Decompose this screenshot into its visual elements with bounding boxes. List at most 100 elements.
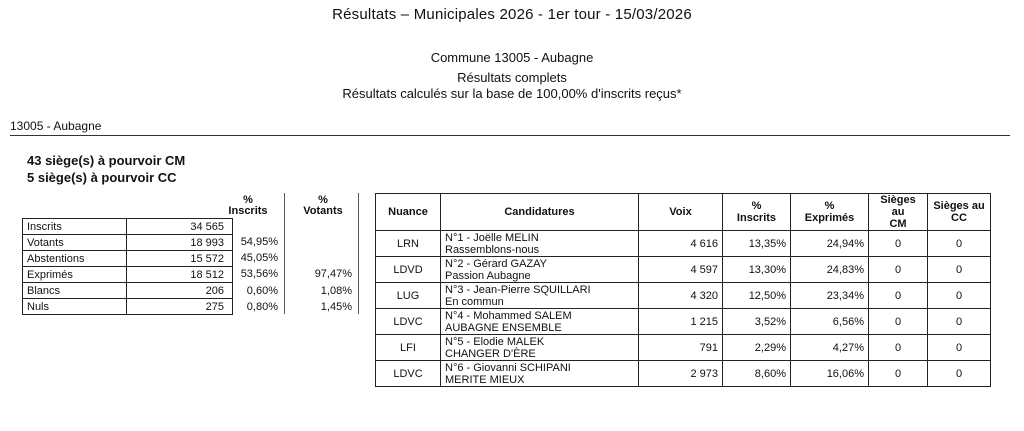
pct-exprimes-cell: 24,83% — [790, 256, 869, 283]
header-voix: Voix — [638, 193, 723, 231]
pct-inscrits-header: % Inscrits — [212, 195, 284, 217]
header-sieges-cm-line2: CM — [889, 218, 907, 230]
pct-inscrits-header-line1: % — [243, 194, 253, 206]
sieges-cm-cell: 0 — [868, 334, 928, 361]
table-row: Abstentions 15 572 — [22, 250, 233, 267]
pct-exprimes-cell: 23,34% — [790, 282, 869, 309]
pct-inscrits-cell: 8,60% — [722, 360, 791, 387]
pct-inscrits-cell: 13,30% — [722, 256, 791, 283]
candidatures-cell: N°1 - Joëlle MELIN Rassemblons-nous — [440, 230, 639, 257]
commune-subtitle: Commune 13005 - Aubagne — [430, 50, 594, 65]
list-name: Passion Aubagne — [445, 269, 531, 282]
header-pct-inscrits-line2: Inscrits — [736, 212, 777, 224]
results-complete-subtitle: Résultats complets — [457, 70, 567, 85]
pct-votants-value: 1,08% — [320, 285, 352, 297]
list-name: AUBAGNE ENSEMBLE — [445, 321, 562, 334]
list-name: En commun — [445, 295, 504, 308]
pct-exprimes-cell: 4,27% — [790, 334, 869, 361]
results-table: Nuance Candidatures Voix % Inscrits % Ex… — [375, 193, 991, 387]
table-row: LDVC N°4 - Mohammed SALEM AUBAGNE ENSEMB… — [375, 308, 991, 335]
table-row: LRN N°1 - Joëlle MELIN Rassemblons-nous … — [375, 230, 991, 257]
header-sieges-cc-line1: Sièges au — [933, 200, 985, 212]
pct-inscrits-cell: 12,50% — [722, 282, 791, 309]
candidatures-cell: N°3 - Jean-Pierre SQUILLARI En commun — [440, 282, 639, 309]
nuance-cell: LRN — [375, 230, 441, 257]
nuance-cell: LDVD — [375, 256, 441, 283]
pct-votants-header-line1: % — [318, 194, 328, 206]
pct-inscrits-value: 53,56% — [240, 268, 278, 280]
nuance-cell: LUG — [375, 282, 441, 309]
participation-label: Blancs — [22, 282, 127, 299]
header-sieges-cc-line2: CC — [951, 212, 967, 224]
table-row: Blancs 206 — [22, 282, 233, 299]
pct-inscrits-column: % Inscrits 54,95% 45,05% 53,56% 0,60% 0,… — [212, 193, 285, 314]
participation-label: Nuls — [22, 298, 127, 315]
sieges-cc-cell: 0 — [927, 230, 991, 257]
pct-votants-header-line2: Votants — [303, 205, 343, 217]
pct-inscrits-value: 45,05% — [240, 252, 278, 264]
table-row: LDVD N°2 - Gérard GAZAY Passion Aubagne … — [375, 256, 991, 283]
pct-exprimes-cell: 24,94% — [790, 230, 869, 257]
candidatures-cell: N°6 - Giovanni SCHIPANI MERITE MIEUX — [440, 360, 639, 387]
candidate-name: N°4 - Mohammed SALEM — [445, 309, 572, 322]
voix-cell: 4 320 — [638, 282, 723, 309]
table-row: Nuls 275 — [22, 298, 233, 315]
header-pct-exprimes-line2: Exprimés — [804, 212, 855, 224]
table-row: LUG N°3 - Jean-Pierre SQUILLARI En commu… — [375, 282, 991, 309]
table-row: Exprimés 18 512 — [22, 266, 233, 283]
candidate-name: N°5 - Elodie MALEK — [445, 335, 545, 348]
list-name: CHANGER D'ÈRE — [445, 347, 536, 360]
nuance-cell: LFI — [375, 334, 441, 361]
seats-cc-line: 5 siège(s) à pourvoir CC — [27, 170, 177, 185]
candidate-name: N°3 - Jean-Pierre SQUILLARI — [445, 283, 591, 296]
sieges-cm-cell: 0 — [868, 282, 928, 309]
nuance-cell: LDVC — [375, 308, 441, 335]
voix-cell: 1 215 — [638, 308, 723, 335]
candidatures-cell: N°5 - Elodie MALEK CHANGER D'ÈRE — [440, 334, 639, 361]
header-pct-inscrits-line1: % — [751, 200, 762, 212]
pct-inscrits-header-line2: Inscrits — [228, 205, 268, 217]
participation-value: 275 — [126, 298, 233, 315]
voix-cell: 4 597 — [638, 256, 723, 283]
participation-label: Votants — [22, 234, 127, 251]
commune-section-label: 13005 - Aubagne — [10, 119, 1010, 136]
list-name: MERITE MIEUX — [445, 373, 525, 386]
page-title: Résultats – Municipales 2026 - 1er tour … — [332, 6, 692, 23]
sieges-cc-cell: 0 — [927, 282, 991, 309]
sieges-cm-cell: 0 — [868, 360, 928, 387]
nuance-cell: LDVC — [375, 360, 441, 387]
participation-label: Inscrits — [22, 218, 127, 235]
header-candidatures: Candidatures — [440, 193, 639, 231]
pct-votants-value: 1,45% — [320, 301, 352, 313]
sieges-cc-cell: 0 — [927, 360, 991, 387]
header-pct-inscrits: % Inscrits — [722, 193, 791, 231]
candidate-name: N°1 - Joëlle MELIN — [445, 231, 539, 244]
table-row: Inscrits 34 565 — [22, 218, 233, 235]
table-row: LFI N°5 - Elodie MALEK CHANGER D'ÈRE 791… — [375, 334, 991, 361]
sieges-cc-cell: 0 — [927, 308, 991, 335]
calculation-basis-subtitle: Résultats calculés sur la base de 100,00… — [342, 86, 682, 101]
pct-inscrits-cell: 13,35% — [722, 230, 791, 257]
voix-cell: 4 616 — [638, 230, 723, 257]
voix-cell: 2 973 — [638, 360, 723, 387]
participation-label: Exprimés — [22, 266, 127, 283]
table-row: LDVC N°6 - Giovanni SCHIPANI MERITE MIEU… — [375, 360, 991, 387]
pct-votants-header: % Votants — [288, 195, 358, 217]
pct-inscrits-value: 0,60% — [246, 285, 278, 297]
participation-value: 206 — [126, 282, 233, 299]
candidate-name: N°6 - Giovanni SCHIPANI — [445, 361, 571, 374]
pct-exprimes-cell: 16,06% — [790, 360, 869, 387]
pct-inscrits-cell: 2,29% — [722, 334, 791, 361]
candidate-name: N°2 - Gérard GAZAY — [445, 257, 547, 270]
participation-table: Inscrits 34 565 Votants 18 993 Abstentio… — [22, 218, 233, 315]
sieges-cc-cell: 0 — [927, 256, 991, 283]
pct-votants-value: 97,47% — [314, 268, 352, 280]
participation-label: Abstentions — [22, 250, 127, 267]
sieges-cm-cell: 0 — [868, 230, 928, 257]
sieges-cm-cell: 0 — [868, 308, 928, 335]
seats-cm-line: 43 siège(s) à pourvoir CM — [27, 153, 186, 168]
pct-inscrits-cell: 3,52% — [722, 308, 791, 335]
results-header-row: Nuance Candidatures Voix % Inscrits % Ex… — [375, 193, 991, 231]
voix-cell: 791 — [638, 334, 723, 361]
